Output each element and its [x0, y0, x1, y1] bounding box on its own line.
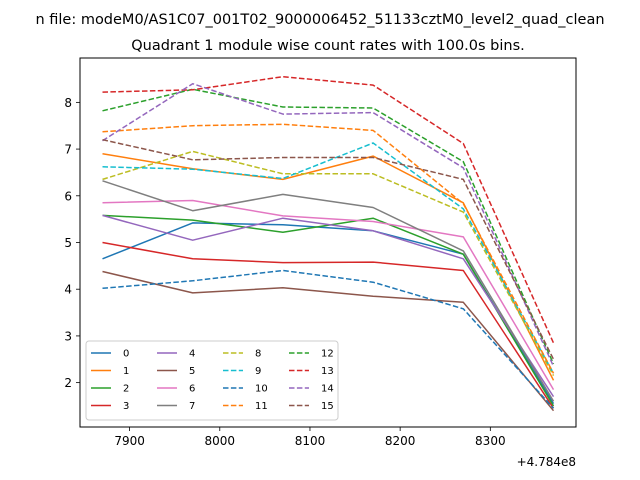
series-line-13: [102, 75, 555, 344]
series-line-4: [102, 214, 555, 398]
series-line-7: [102, 180, 555, 402]
legend-label-9: 9: [255, 366, 261, 377]
y-tick-label: 6: [64, 189, 72, 203]
legend-label-5: 5: [189, 366, 195, 377]
x-tick-label: 8000: [205, 434, 236, 448]
x-tick-label: 7900: [114, 434, 145, 448]
y-tick-label: 4: [64, 283, 72, 297]
y-tick-label: 3: [64, 329, 72, 343]
legend-label-13: 13: [321, 366, 334, 377]
series-line-14: [102, 82, 555, 367]
x-tick-label: 8200: [385, 434, 416, 448]
x-tick-label: 8300: [475, 434, 506, 448]
legend-label-10: 10: [255, 384, 268, 395]
y-axis: 2 3 4 5 6 7 8: [64, 96, 80, 390]
x-offset-label: +4.784e8: [517, 455, 576, 469]
series-line-5: [102, 270, 555, 412]
y-tick-label: 8: [64, 96, 72, 110]
chart-title: Quadrant 1 module wise count rates with …: [131, 38, 525, 54]
legend-label-11: 11: [255, 401, 268, 412]
series-line-10: [102, 269, 555, 409]
series-line-9: [102, 142, 555, 374]
legend-label-3: 3: [123, 401, 129, 412]
legend-label-8: 8: [255, 349, 261, 360]
x-tick-label: 8100: [295, 434, 326, 448]
legend-label-2: 2: [123, 384, 129, 395]
legend-label-0: 0: [123, 349, 129, 360]
y-tick-label: 7: [64, 143, 72, 157]
y-tick-label: 2: [64, 376, 72, 390]
series-line-11: [102, 123, 555, 374]
series-line-3: [102, 241, 555, 409]
series-line-6: [102, 199, 555, 390]
legend-label-12: 12: [321, 349, 334, 360]
legend-label-6: 6: [189, 384, 195, 395]
series-line-8: [102, 150, 555, 376]
legend-box: [85, 340, 339, 421]
x-axis: 7900 8000 8100 8200 8300: [114, 427, 506, 448]
legend-label-15: 15: [321, 401, 334, 412]
plot-area: [102, 75, 555, 412]
legend-label-14: 14: [321, 384, 334, 395]
legend-label-4: 4: [189, 349, 195, 360]
series-line-12: [102, 88, 555, 365]
figure-suptitle: n file: modeM0/AS1C07_001T02_9000006452_…: [35, 12, 604, 28]
series-line-15: [102, 138, 555, 360]
y-tick-label: 5: [64, 236, 72, 250]
legend-label-1: 1: [123, 366, 129, 377]
legend-label-7: 7: [189, 401, 195, 412]
